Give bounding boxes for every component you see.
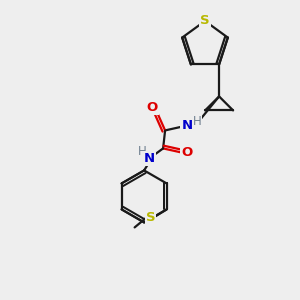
Text: N: N bbox=[143, 152, 155, 165]
Text: H: H bbox=[193, 115, 202, 128]
Text: S: S bbox=[200, 14, 210, 28]
Text: O: O bbox=[182, 146, 193, 159]
Text: H: H bbox=[138, 145, 146, 158]
Text: S: S bbox=[146, 211, 155, 224]
Text: O: O bbox=[146, 101, 158, 114]
Text: N: N bbox=[182, 119, 193, 132]
